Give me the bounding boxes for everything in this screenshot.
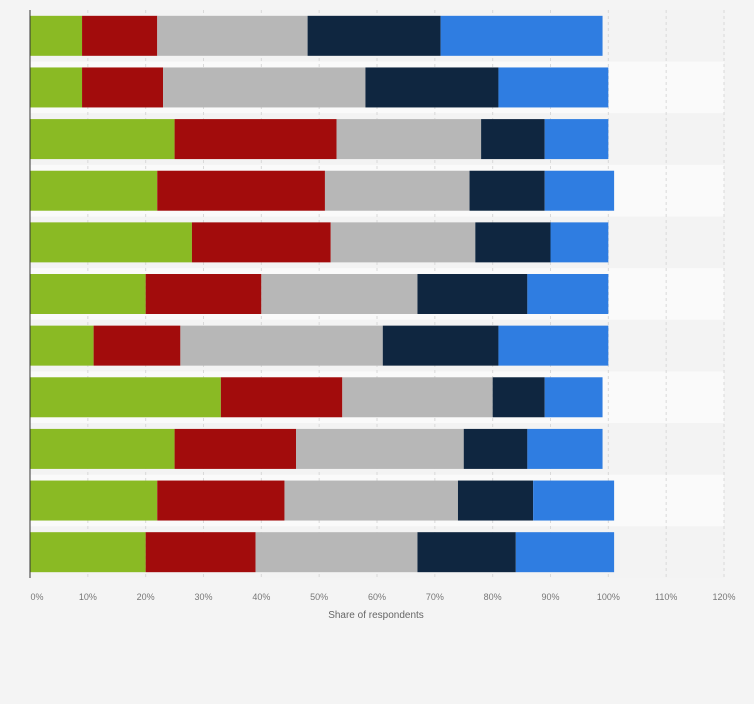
bar-segment	[174, 119, 337, 160]
bar-segment	[82, 67, 164, 108]
bar-segment	[284, 480, 458, 521]
bar-segment	[163, 67, 366, 108]
x-tick-label: 20%	[137, 592, 155, 602]
bar-segment	[492, 377, 545, 418]
bar-segment	[527, 274, 609, 314]
bar-segment	[30, 222, 192, 263]
bar-segment	[307, 15, 441, 56]
bar-segment	[330, 222, 476, 263]
bar-segment	[365, 67, 499, 108]
x-tick-label: 10%	[79, 592, 97, 602]
bar-segment	[30, 15, 83, 56]
bar-segment	[498, 325, 609, 366]
bar-segment	[30, 428, 175, 469]
x-tick-label: 90%	[541, 592, 559, 602]
bar-segment	[157, 480, 285, 521]
bar-segment	[174, 428, 297, 469]
bar-segment	[336, 119, 482, 160]
bar-segment	[550, 222, 609, 263]
x-tick-label: 100%	[597, 592, 620, 602]
bar-segment	[544, 377, 603, 418]
bar-segment	[440, 15, 603, 56]
bar-segment	[417, 532, 516, 573]
bar-segment	[180, 325, 383, 366]
bar-segment	[145, 532, 256, 573]
x-tick-label: 40%	[252, 592, 270, 602]
bar-segment	[30, 377, 221, 418]
x-tick-label: 120%	[712, 592, 735, 602]
bar-segment	[157, 15, 308, 56]
bar-segment	[382, 325, 499, 366]
bar-segment	[30, 67, 83, 108]
bar-segment	[30, 480, 158, 521]
x-tick-label: 80%	[484, 592, 502, 602]
bar-segment	[544, 119, 609, 160]
x-tick-label: 50%	[310, 592, 328, 602]
x-tick-label: 110%	[655, 592, 677, 602]
bar-segment	[469, 170, 545, 211]
bar-segment	[417, 274, 528, 314]
bar-segment	[255, 532, 418, 573]
bar-segment	[475, 222, 551, 263]
bars	[30, 15, 615, 573]
bar-segment	[463, 428, 528, 469]
bar-segment	[342, 377, 493, 418]
bar-segment	[157, 170, 325, 211]
bar-segment	[527, 428, 603, 469]
bar-segment	[515, 532, 615, 573]
bar-segment	[261, 274, 418, 314]
bar-segment	[481, 119, 545, 160]
x-tick-label: 0%	[30, 592, 43, 602]
bar-segment	[30, 119, 175, 160]
bar-segment	[324, 170, 470, 211]
bar-segment	[296, 428, 464, 469]
bar-segment	[220, 377, 343, 418]
bar-segment	[93, 325, 181, 366]
x-tick-label: 70%	[426, 592, 444, 602]
bar-segment	[82, 15, 158, 56]
bar-segment	[30, 274, 146, 314]
bar-segment	[145, 274, 262, 314]
x-tick-label: 60%	[368, 592, 386, 602]
x-axis-label: Share of respondents	[328, 610, 424, 621]
x-tick-label: 30%	[194, 592, 212, 602]
bar-segment	[544, 170, 615, 211]
bar-segment	[30, 325, 94, 366]
x-axis: 0% 10% 20% 30% 40% 50% 60% 70% 80% 90% 100% 110% 120…	[29, 10, 736, 602]
bar-segment	[498, 67, 609, 108]
bar-segment	[533, 480, 615, 521]
bar-segment	[30, 532, 146, 573]
bar-segment	[30, 170, 158, 211]
bar-segment	[457, 480, 534, 521]
bar-segment	[191, 222, 331, 263]
